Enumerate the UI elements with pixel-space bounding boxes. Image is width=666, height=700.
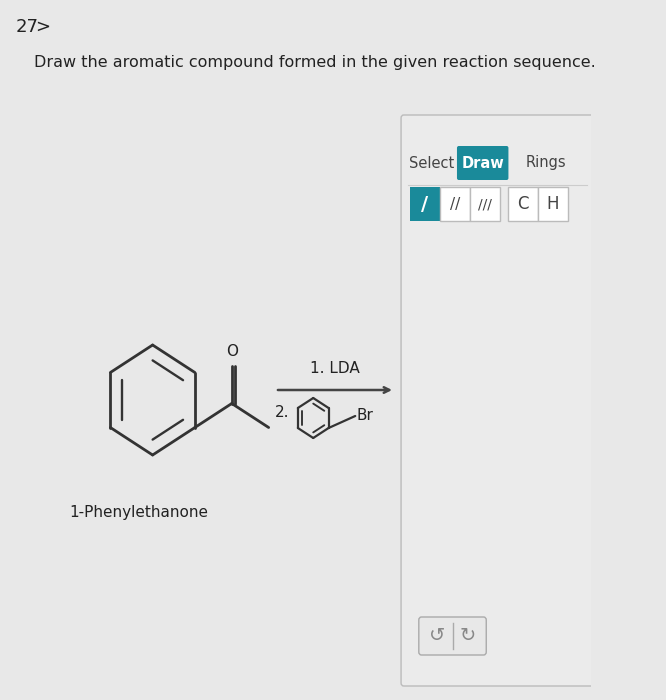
Text: Draw the aromatic compound formed in the given reaction sequence.: Draw the aromatic compound formed in the… [34, 55, 595, 70]
FancyBboxPatch shape [410, 187, 440, 221]
Text: ↺: ↺ [429, 626, 445, 645]
Text: 1. LDA: 1. LDA [310, 361, 360, 376]
Text: ↻: ↻ [460, 626, 476, 645]
Text: 1-Phenylethanone: 1-Phenylethanone [69, 505, 208, 520]
FancyBboxPatch shape [537, 187, 568, 221]
FancyBboxPatch shape [440, 187, 470, 221]
Text: Draw: Draw [462, 155, 504, 171]
Text: 2.: 2. [275, 405, 290, 420]
Text: Br: Br [357, 407, 374, 423]
FancyBboxPatch shape [401, 115, 593, 686]
Text: Select: Select [410, 155, 455, 171]
FancyBboxPatch shape [470, 187, 500, 221]
FancyBboxPatch shape [507, 187, 537, 221]
Text: H: H [547, 195, 559, 213]
Text: >: > [35, 18, 51, 36]
FancyBboxPatch shape [457, 146, 508, 180]
Text: ///: /// [478, 197, 492, 211]
Text: /: / [422, 195, 429, 214]
Text: 27: 27 [16, 18, 39, 36]
FancyBboxPatch shape [419, 617, 486, 655]
Text: O: O [226, 344, 238, 358]
Text: Rings: Rings [525, 155, 566, 171]
Text: //: // [450, 197, 460, 211]
Text: C: C [517, 195, 528, 213]
